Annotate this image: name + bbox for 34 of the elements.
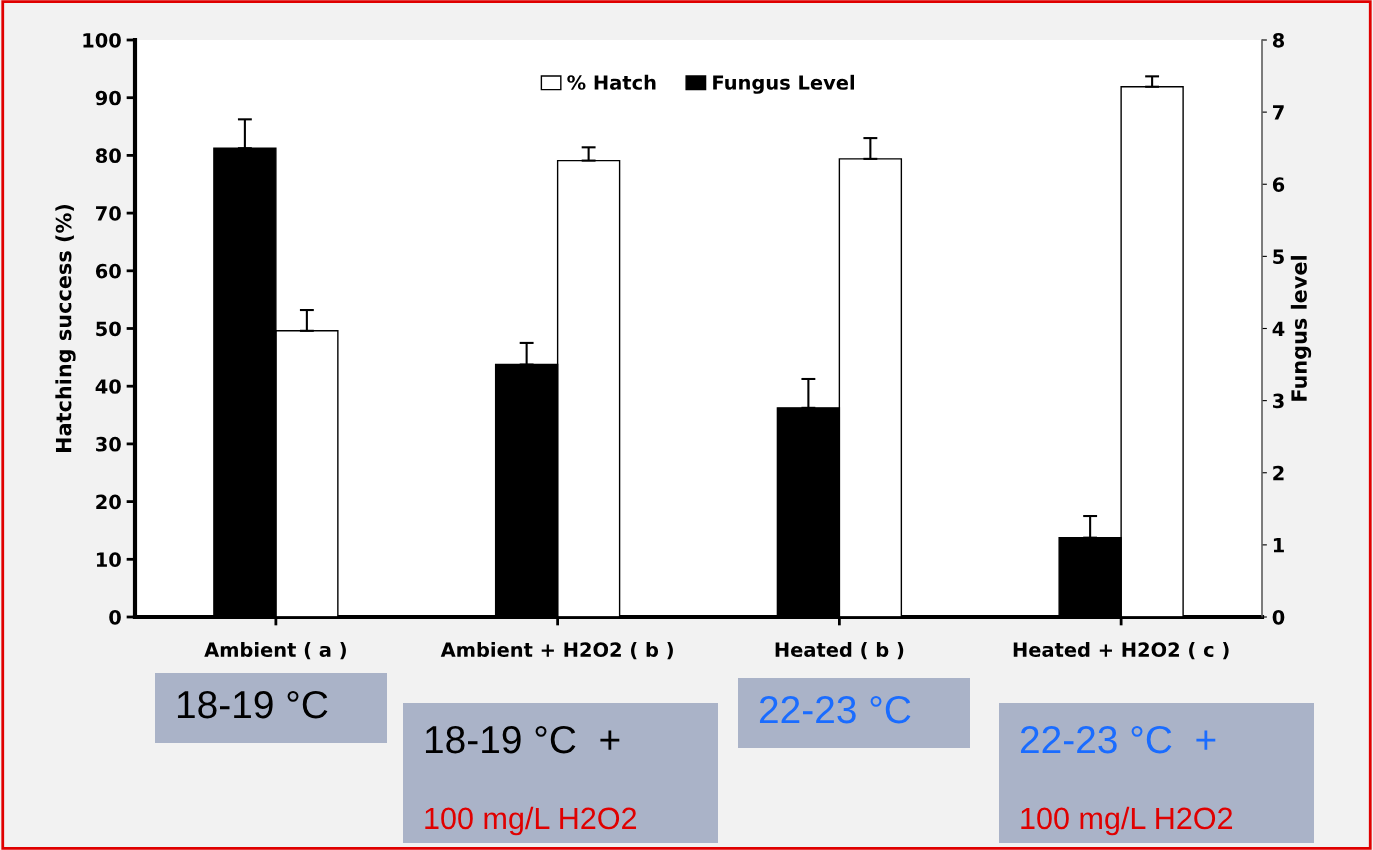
y2-tick-label: 4 [1272, 321, 1285, 336]
y-axis-title: Hatching success (%) [55, 204, 76, 452]
y-tick-label: 50 [96, 321, 121, 337]
y2-tick-label: 7 [1273, 105, 1284, 120]
y-tick-label: 90 [95, 90, 121, 106]
y-tick-label: 30 [96, 436, 121, 452]
legend-label: % Hatch [567, 74, 656, 90]
x-tick-label: Heated ( b ) [775, 642, 904, 660]
text: 18-19 °C [177, 690, 328, 719]
y-tick-label: 40 [95, 379, 121, 394]
y-tick-label: 80 [95, 148, 121, 164]
x-tick-label: Ambient + H2O2 ( b ) [440, 642, 673, 660]
y-tick-label: 10 [96, 552, 121, 567]
y2-tick-label: 5 [1273, 249, 1284, 265]
text: 100 mg/L H2O2 [1021, 806, 1233, 836]
legend-label: Fungus Level [713, 74, 854, 94]
x-tick-label: Heated + H2O2 ( c ) [1013, 642, 1229, 660]
y2-tick-label: 2 [1273, 465, 1284, 481]
y-tick-label: 60 [95, 263, 121, 279]
text: 22-23 °C + [1020, 725, 1216, 754]
y-tick-label: 100 [83, 32, 121, 48]
y2-tick-label: 8 [1272, 32, 1285, 48]
text: 18-19 °C + [425, 725, 620, 754]
y2-tick-label: 3 [1273, 393, 1284, 409]
y-tick-label: 0 [109, 609, 121, 625]
y2-tick-label: 0 [1272, 609, 1285, 625]
x-tick-label: Ambient ( a ) [204, 642, 346, 660]
y-tick-label: 20 [96, 494, 121, 510]
y2-tick-label: 1 [1273, 538, 1284, 553]
text: 100 mg/L H2O2 [425, 806, 637, 836]
y2-tick-label: 6 [1272, 177, 1285, 192]
y-tick-label: 70 [96, 206, 121, 221]
y2-axis-title: Fungus level [1290, 256, 1312, 401]
text: 22-23 °C [759, 695, 911, 724]
